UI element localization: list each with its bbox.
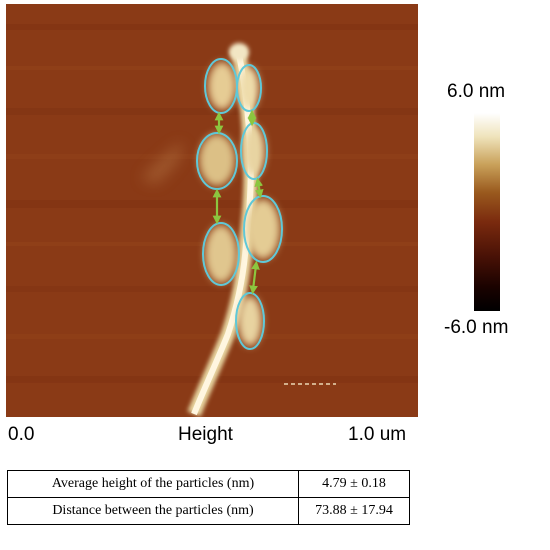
row-value: 4.79 ± 0.18 [298,470,410,498]
height-colorbar [474,113,500,311]
axis-start-label: 0.0 [8,424,35,445]
row-label: Average height of the particles (nm) [7,470,299,498]
axis-end-label: 1.0 um [348,424,407,445]
afm-height-image [6,4,418,417]
particles [199,43,280,346]
faint-residue [141,142,183,184]
spacing-arrow [254,177,264,199]
row-label: Distance between the particles (nm) [7,497,299,525]
colorbar-max-label: 6.0 nm [447,81,506,102]
table-row: Average height of the particles (nm) 4.7… [7,470,410,498]
table-row: Distance between the particles (nm) 73.8… [7,497,410,525]
row-value: 73.88 ± 17.94 [298,497,410,525]
colorbar-min-label: -6.0 nm [444,317,509,338]
spacing-arrows [212,109,264,295]
channel-title: Height [178,424,233,445]
particle-stats-table: Average height of the particles (nm) 4.7… [7,470,410,525]
spacing-arrow [249,260,260,295]
